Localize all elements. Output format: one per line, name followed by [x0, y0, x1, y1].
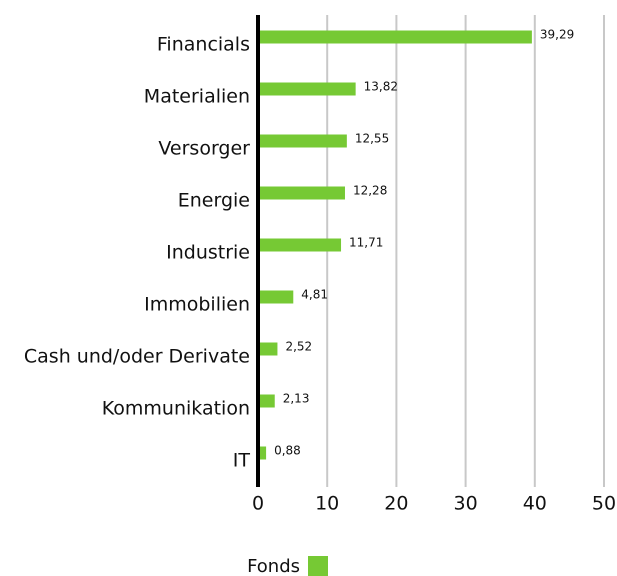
- category-label: Materialien: [144, 86, 250, 108]
- category-label: Kommunikation: [102, 398, 250, 420]
- legend-label: Fonds: [247, 556, 300, 576]
- value-label: 11,71: [349, 236, 383, 250]
- category-label: Energie: [178, 190, 250, 212]
- x-tick-label: 50: [592, 493, 616, 515]
- x-tick-label: 0: [252, 493, 264, 515]
- x-tick-label: 40: [523, 493, 547, 515]
- value-label: 2,13: [283, 392, 310, 406]
- value-label: 12,55: [355, 132, 389, 146]
- bar: [260, 134, 347, 148]
- value-label: 2,52: [285, 340, 312, 354]
- category-label: Industrie: [166, 242, 250, 264]
- bar: [260, 186, 345, 200]
- bar: [260, 82, 356, 96]
- category-label: Versorger: [158, 138, 250, 160]
- x-tick-label: 20: [384, 493, 408, 515]
- value-label: 0,88: [274, 444, 301, 458]
- bar: [260, 394, 275, 408]
- category-label: Immobilien: [144, 294, 250, 316]
- bar: [260, 342, 278, 356]
- value-label: 13,82: [364, 80, 398, 94]
- category-label: IT: [233, 450, 251, 472]
- value-label: 39,29: [540, 28, 574, 42]
- bar: [260, 30, 532, 44]
- legend-swatch: [308, 556, 328, 576]
- x-tick-label: 30: [454, 493, 478, 515]
- x-tick-label: 10: [315, 493, 339, 515]
- bar: [260, 238, 342, 252]
- bar: [260, 290, 294, 304]
- bar: [260, 446, 267, 460]
- value-label: 4,81: [301, 288, 328, 302]
- category-label: Financials: [157, 34, 250, 56]
- value-label: 12,28: [353, 184, 387, 198]
- category-label: Cash und/oder Derivate: [24, 346, 250, 368]
